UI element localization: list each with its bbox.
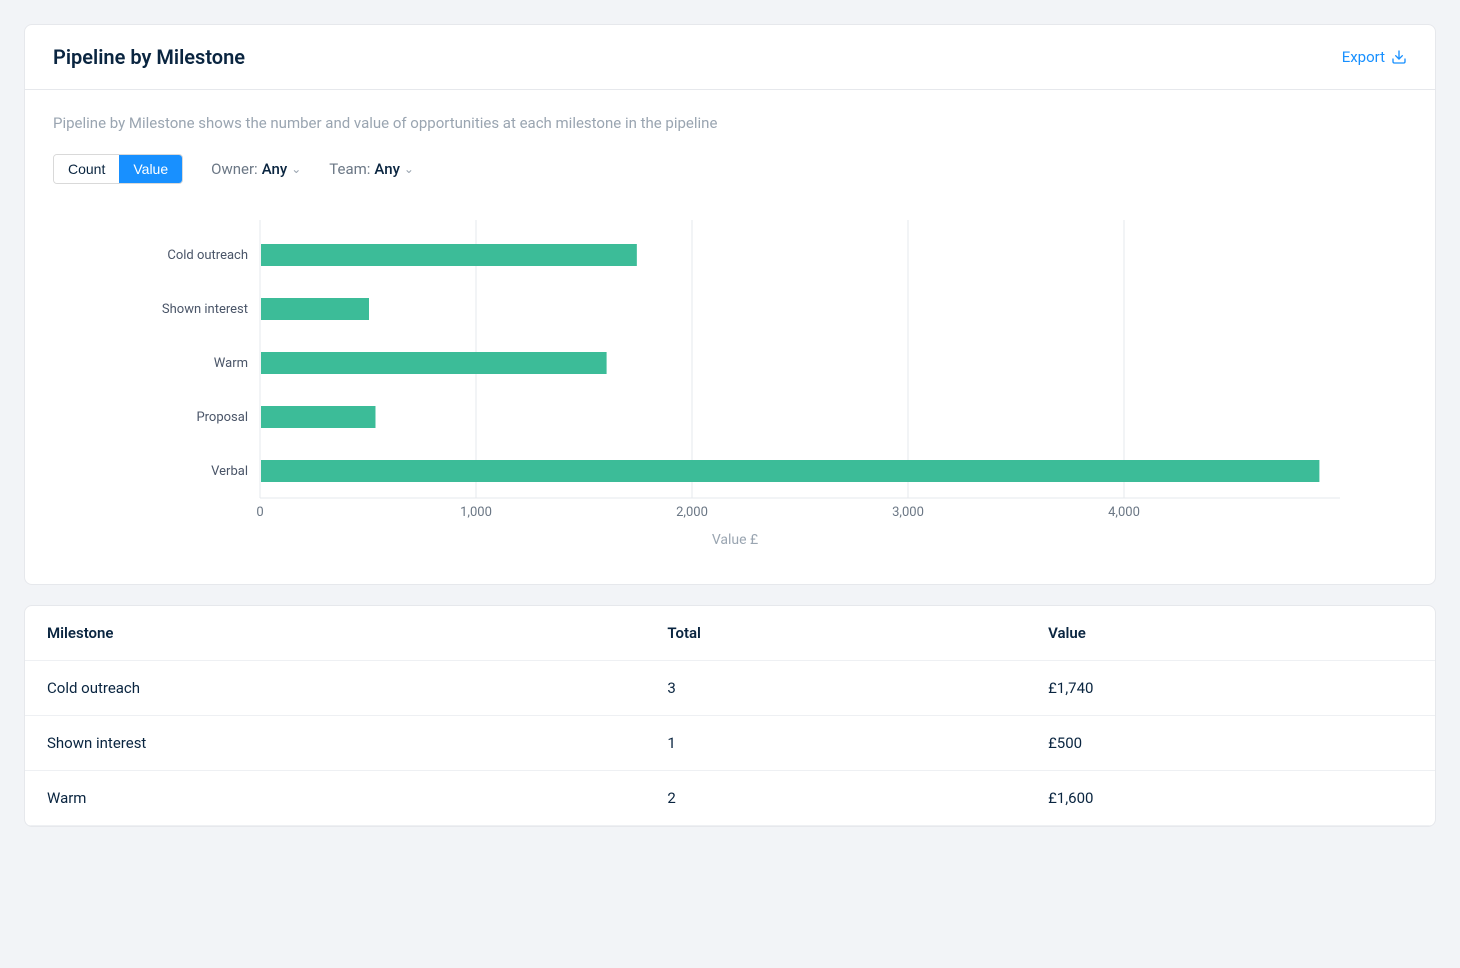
chart-container: 0 1,000 2,000 3,000 4,000 Cold outreach Shown …: [53, 220, 1407, 548]
svg-text:1,000: 1,000: [460, 505, 492, 520]
owner-filter[interactable]: Owner: Any ⌄: [211, 160, 301, 178]
svg-text:0: 0: [256, 505, 263, 520]
chart-bar: [261, 352, 607, 374]
export-button[interactable]: Export: [1342, 48, 1407, 66]
card-header: Pipeline by Milestone Export: [25, 25, 1435, 90]
owner-filter-value: Any: [262, 160, 288, 178]
toggle-value-button[interactable]: Value: [119, 155, 182, 183]
table-cell: £1,600: [1026, 771, 1435, 826]
description-text: Pipeline by Milestone shows the number a…: [53, 114, 1407, 132]
table-cell: Warm: [25, 771, 645, 826]
table-cell: 1: [645, 716, 1026, 771]
chart-category-label: Cold outreach: [167, 248, 248, 263]
table-header: Total: [645, 606, 1026, 661]
page-title: Pipeline by Milestone: [53, 45, 245, 69]
x-axis-label: Value £: [73, 532, 1397, 548]
table-row: Shown interest1£500: [25, 716, 1435, 771]
chart-bar: [261, 406, 375, 428]
milestone-table: MilestoneTotalValue Cold outreach3£1,740…: [25, 606, 1435, 826]
team-filter-label: Team:: [329, 160, 370, 178]
card-body: Pipeline by Milestone shows the number a…: [25, 90, 1435, 584]
team-filter-value: Any: [374, 160, 400, 178]
export-label: Export: [1342, 48, 1385, 66]
table-cell: Shown interest: [25, 716, 645, 771]
table-cell: 3: [645, 661, 1026, 716]
table-cell: 2: [645, 771, 1026, 826]
table-row: Cold outreach3£1,740: [25, 661, 1435, 716]
chart-category-label: Warm: [214, 356, 248, 371]
chart-category-label: Proposal: [196, 410, 248, 425]
svg-text:4,000: 4,000: [1108, 505, 1140, 520]
svg-text:3,000: 3,000: [892, 505, 924, 520]
controls-row: Count Value Owner: Any ⌄ Team: Any ⌄: [53, 154, 1407, 184]
chevron-down-icon: ⌄: [291, 162, 301, 176]
owner-filter-label: Owner:: [211, 160, 258, 178]
chart-bar: [261, 298, 369, 320]
chart-category-label: Shown interest: [162, 302, 248, 317]
chart-bar: [261, 244, 637, 266]
table-cell: £1,740: [1026, 661, 1435, 716]
chevron-down-icon: ⌄: [404, 162, 414, 176]
pipeline-card: Pipeline by Milestone Export Pipeline by…: [24, 24, 1436, 585]
svg-text:2,000: 2,000: [676, 505, 708, 520]
count-value-toggle: Count Value: [53, 154, 183, 184]
table-header: Milestone: [25, 606, 645, 661]
table-row: Warm2£1,600: [25, 771, 1435, 826]
chart-category-label: Verbal: [211, 464, 248, 479]
table-cell: £500: [1026, 716, 1435, 771]
download-icon: [1391, 49, 1407, 65]
bar-chart: 0 1,000 2,000 3,000 4,000 Cold outreach Shown …: [73, 220, 1397, 522]
toggle-count-button[interactable]: Count: [54, 155, 119, 183]
table-card: MilestoneTotalValue Cold outreach3£1,740…: [24, 605, 1436, 827]
team-filter[interactable]: Team: Any ⌄: [329, 160, 414, 178]
chart-bar: [261, 460, 1319, 482]
table-header: Value: [1026, 606, 1435, 661]
table-cell: Cold outreach: [25, 661, 645, 716]
